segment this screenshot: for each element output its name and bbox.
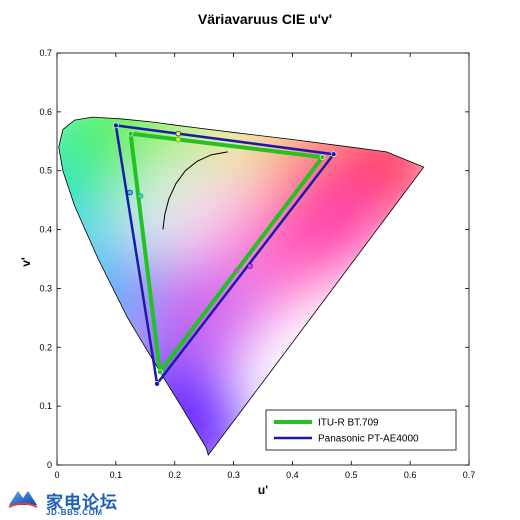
legend-box bbox=[265, 409, 457, 451]
x-tick-label: 0.2 bbox=[168, 470, 181, 480]
watermark-en: JD-BBS.COM bbox=[46, 508, 103, 517]
x-tick-label: 0.5 bbox=[345, 470, 358, 480]
series-markers bbox=[113, 122, 337, 387]
spectral-locus bbox=[58, 116, 425, 456]
watermark-cn: 家电论坛 bbox=[46, 493, 118, 513]
y-tick-label: 0.3 bbox=[39, 283, 52, 293]
y-axis-label: v' bbox=[19, 257, 33, 267]
legend-label-bt709: ITU-R BT.709 bbox=[318, 418, 379, 429]
y-tick-label: 0.7 bbox=[39, 48, 52, 58]
vertex-point bbox=[113, 122, 119, 129]
vertex-point bbox=[157, 369, 163, 375]
series-bt709-triangle bbox=[128, 131, 325, 375]
x-axis-label: u' bbox=[258, 483, 268, 497]
y-tick-label: 0.6 bbox=[39, 107, 52, 117]
chart-title: Väriavaruus CIE u'v' bbox=[198, 11, 332, 27]
watermark-logo: 家电论坛 JD-BBS.COM bbox=[4, 486, 134, 518]
plot-frame bbox=[56, 52, 470, 466]
x-tick-label: 0.6 bbox=[404, 470, 417, 480]
edge-marker bbox=[233, 267, 240, 274]
edge-marker bbox=[175, 130, 182, 137]
y-tick-label: 0.2 bbox=[39, 342, 52, 352]
x-tick-label: 0.7 bbox=[463, 470, 476, 480]
planckian-locus bbox=[162, 151, 228, 230]
y-tick-label: 0.5 bbox=[39, 166, 52, 176]
axis-ticks: 0 0.1 0.2 0.3 0.4 0.5 0.6 0.7 0 0.1 0.2 0.3 0.4 0.5 0.… bbox=[39, 48, 475, 480]
edge-marker bbox=[127, 189, 133, 196]
logo-mark-icon bbox=[8, 491, 38, 508]
series-ae4000-triangle bbox=[114, 124, 335, 386]
legend: ITU-R BT.709 Panasonic PT-AE4000 bbox=[265, 409, 457, 451]
x-tick-label: 0.4 bbox=[286, 470, 299, 480]
vertex-point bbox=[127, 130, 134, 137]
edge-marker bbox=[175, 136, 182, 143]
y-tick-label: 0.1 bbox=[39, 401, 52, 411]
vertex-point bbox=[154, 380, 160, 387]
y-tick-label: 0 bbox=[47, 460, 52, 470]
edge-marker bbox=[137, 193, 144, 199]
x-tick-label: 0 bbox=[54, 470, 59, 480]
y-tick-label: 0.4 bbox=[39, 225, 52, 235]
edge-marker bbox=[247, 263, 253, 269]
vertex-point bbox=[319, 154, 326, 160]
legend-label-ae4000: Panasonic PT-AE4000 bbox=[318, 434, 419, 445]
x-tick-label: 0.1 bbox=[110, 470, 123, 480]
x-tick-label: 0.3 bbox=[227, 470, 240, 480]
vertex-point bbox=[330, 151, 337, 158]
